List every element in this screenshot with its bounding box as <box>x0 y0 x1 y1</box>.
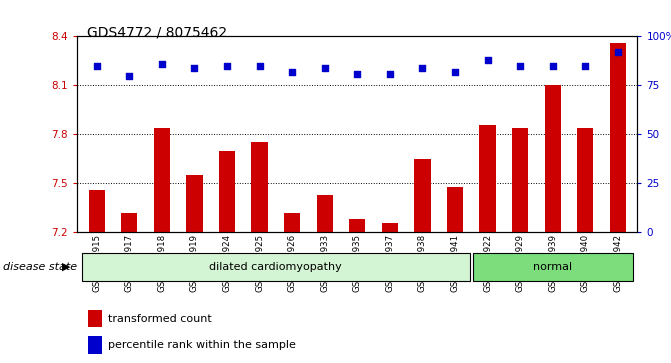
Bar <box>610 43 626 363</box>
Text: disease state: disease state <box>3 262 77 272</box>
Text: percentile rank within the sample: percentile rank within the sample <box>108 340 296 350</box>
Bar <box>219 151 235 363</box>
Point <box>613 49 623 55</box>
Point <box>221 63 232 69</box>
Point <box>287 69 297 74</box>
Point <box>384 71 395 77</box>
Bar <box>349 219 366 363</box>
Bar <box>89 190 105 363</box>
Point <box>352 71 362 77</box>
Point <box>124 73 135 78</box>
Text: normal: normal <box>533 262 572 272</box>
Point <box>580 63 590 69</box>
Bar <box>382 223 398 363</box>
Point <box>319 65 330 70</box>
Point <box>515 63 525 69</box>
Text: transformed count: transformed count <box>108 314 212 324</box>
Point <box>417 65 428 70</box>
Point <box>189 65 200 70</box>
Bar <box>284 213 301 363</box>
Bar <box>480 125 496 363</box>
Bar <box>89 336 103 354</box>
Point <box>548 63 558 69</box>
Bar <box>577 128 593 363</box>
Point <box>482 57 493 63</box>
Point <box>156 61 167 67</box>
Text: ▶: ▶ <box>62 262 71 272</box>
FancyBboxPatch shape <box>473 253 633 281</box>
Bar <box>414 159 431 363</box>
Bar <box>154 128 170 363</box>
Point <box>254 63 265 69</box>
Bar <box>317 195 333 363</box>
Text: GDS4772 / 8075462: GDS4772 / 8075462 <box>87 25 227 40</box>
Point <box>450 69 460 74</box>
Bar <box>89 310 103 327</box>
Point <box>91 63 102 69</box>
Bar <box>512 128 528 363</box>
Bar <box>121 213 138 363</box>
Bar <box>252 143 268 363</box>
Bar <box>545 85 561 363</box>
Bar <box>187 175 203 363</box>
Text: dilated cardiomyopathy: dilated cardiomyopathy <box>209 262 342 272</box>
FancyBboxPatch shape <box>82 253 470 281</box>
Bar <box>447 187 463 363</box>
